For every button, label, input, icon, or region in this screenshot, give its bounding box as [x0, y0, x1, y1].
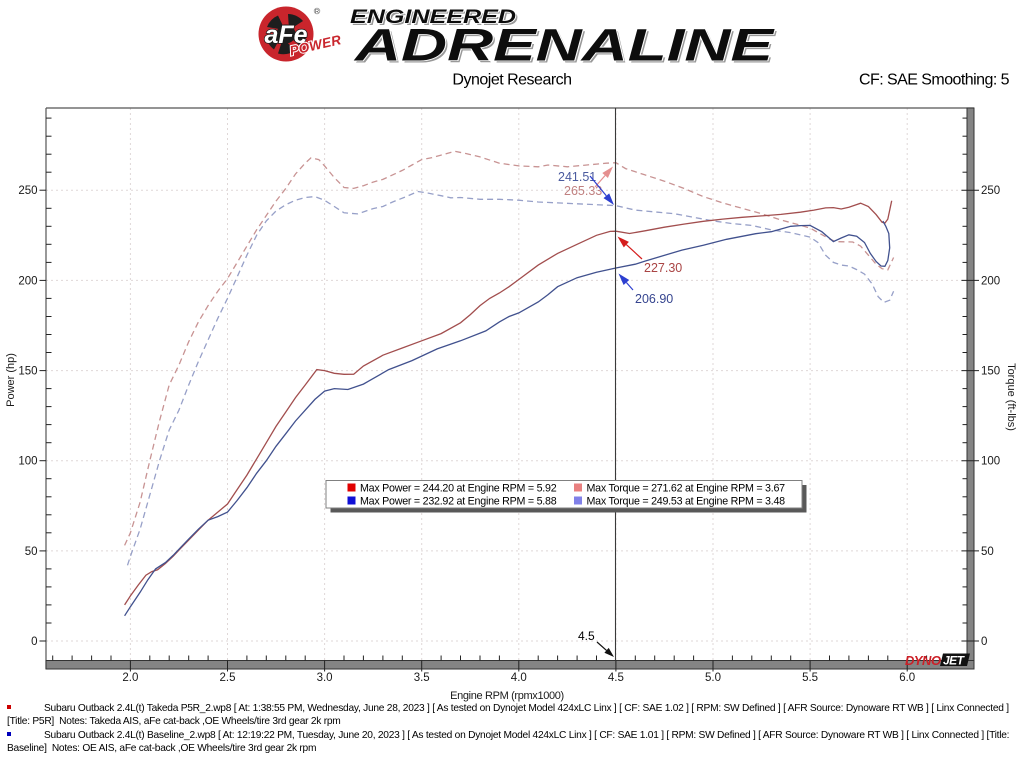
svg-text:100: 100 — [18, 456, 37, 468]
svg-text:Dynojet Research: Dynojet Research — [452, 72, 571, 89]
svg-text:5.0: 5.0 — [705, 672, 721, 684]
svg-text:Power (hp): Power (hp) — [5, 353, 17, 407]
svg-text:CF: SAE Smoothing: 5: CF: SAE Smoothing: 5 — [859, 72, 1010, 89]
svg-text:Max Torque = 271.62 at Engine: Max Torque = 271.62 at Engine RPM = 3.67 — [587, 483, 786, 495]
svg-text:3.5: 3.5 — [414, 672, 430, 684]
svg-text:265.33: 265.33 — [564, 184, 602, 198]
svg-text:Engine RPM (rpmx1000): Engine RPM (rpmx1000) — [450, 690, 564, 702]
svg-text:4.0: 4.0 — [511, 672, 527, 684]
svg-text:150: 150 — [18, 366, 37, 378]
svg-text:50: 50 — [25, 546, 38, 558]
svg-text:ENGINEERED: ENGINEERED — [352, 9, 518, 30]
svg-text:ENGINEERED: ENGINEERED — [350, 7, 516, 28]
svg-text:Max Torque = 249.53 at Engine: Max Torque = 249.53 at Engine RPM = 3.48 — [587, 496, 786, 508]
svg-text:2.5: 2.5 — [220, 672, 236, 684]
svg-text:Max Power = 232.92 at Engine R: Max Power = 232.92 at Engine RPM = 5.88 — [360, 496, 557, 508]
svg-text:150: 150 — [981, 366, 1000, 378]
svg-text:0: 0 — [981, 636, 987, 648]
svg-text:4.5: 4.5 — [578, 629, 595, 643]
svg-text:241.51: 241.51 — [558, 170, 596, 184]
svg-text:6.0: 6.0 — [899, 672, 915, 684]
svg-text:Torque (ft-lbs): Torque (ft-lbs) — [1005, 363, 1017, 431]
svg-text:JET: JET — [943, 654, 966, 668]
svg-text:aFe: aFe — [264, 21, 307, 49]
svg-text:206.90: 206.90 — [635, 292, 673, 306]
svg-text:200: 200 — [18, 275, 37, 287]
svg-text:DYNO: DYNO — [905, 653, 941, 668]
svg-text:ADRENALINE: ADRENALINE — [356, 22, 778, 73]
svg-text:Max Power = 244.20 at Engine R: Max Power = 244.20 at Engine RPM = 5.92 — [360, 483, 557, 495]
svg-text:4.5: 4.5 — [608, 672, 624, 684]
svg-text:0: 0 — [31, 636, 37, 648]
svg-text:227.30: 227.30 — [644, 261, 682, 275]
svg-text:250: 250 — [18, 185, 37, 197]
svg-text:100: 100 — [981, 456, 1000, 468]
svg-text:2.0: 2.0 — [122, 672, 138, 684]
svg-text:R: R — [315, 9, 319, 15]
svg-text:200: 200 — [981, 275, 1000, 287]
svg-text:50: 50 — [981, 546, 994, 558]
svg-text:ADRENALINE: ADRENALINE — [354, 20, 776, 71]
svg-text:3.0: 3.0 — [317, 672, 333, 684]
svg-text:5.5: 5.5 — [802, 672, 818, 684]
svg-text:250: 250 — [981, 185, 1000, 197]
